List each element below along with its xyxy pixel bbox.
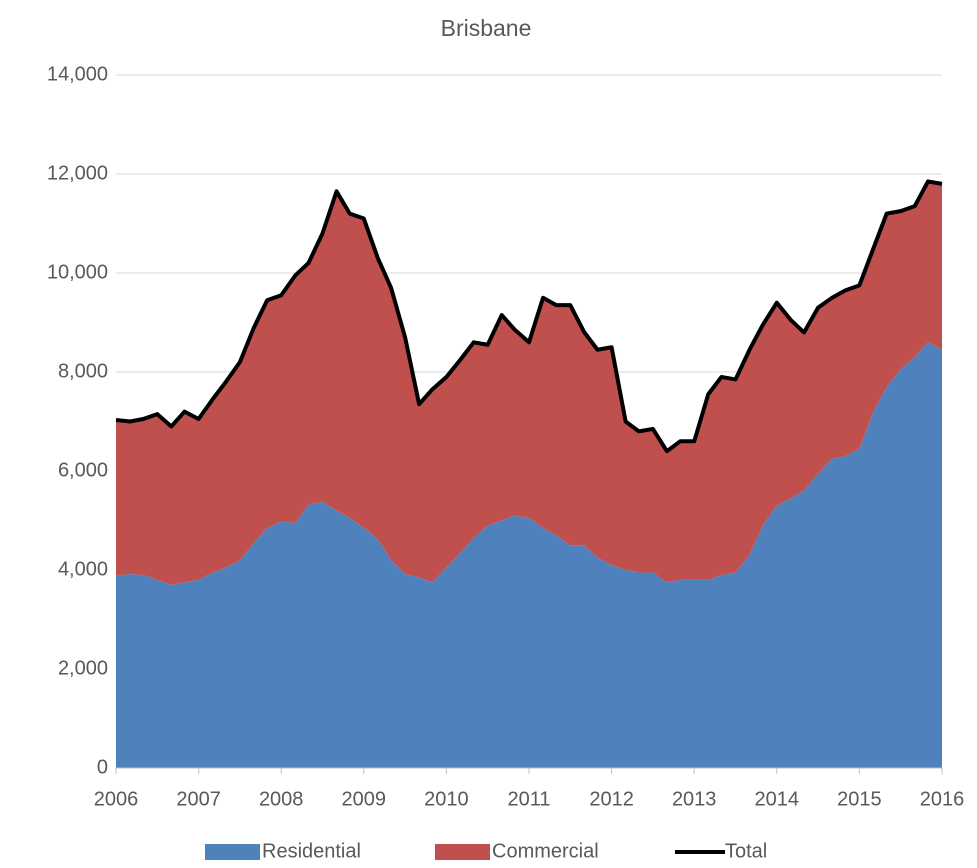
x-tick-label: 2008 [259,788,304,810]
x-tick-label: 2015 [837,788,882,810]
legend-label: Residential [262,840,361,862]
y-tick-label: 8,000 [58,360,108,382]
y-tick-label: 0 [97,756,108,778]
x-tick-label: 2012 [589,788,634,810]
area-commercial [116,181,942,585]
y-tick-label: 14,000 [47,63,108,85]
area-residential [116,342,942,768]
legend-label: Total [725,840,767,862]
legend-swatch [435,844,490,860]
chart-title: Brisbane [441,15,532,41]
x-tick-label: 2009 [342,788,387,810]
legend-swatch [205,844,260,860]
x-tick-label: 2010 [424,788,469,810]
x-tick-label: 2013 [672,788,717,810]
y-tick-label: 12,000 [47,162,108,184]
y-tick-label: 6,000 [58,459,108,481]
y-tick-label: 10,000 [47,261,108,283]
total-line [115,179,943,454]
x-tick-label: 2006 [94,788,139,810]
legend-label: Commercial [492,840,599,862]
x-tick-label: 2016 [920,788,965,810]
y-tick-label: 2,000 [58,657,108,679]
x-tick-label: 2014 [755,788,800,810]
x-tick-label: 2007 [176,788,221,810]
y-tick-label: 4,000 [58,558,108,580]
x-tick-label: 2011 [507,788,550,810]
